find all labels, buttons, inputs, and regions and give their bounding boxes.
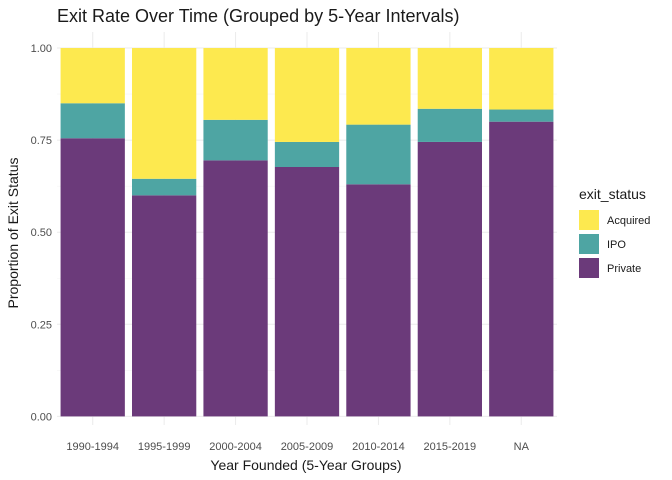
bar-segment-acquired bbox=[132, 48, 197, 179]
bar-segment-private bbox=[274, 166, 340, 417]
bar-segment-private bbox=[417, 141, 482, 417]
y-tick-label: 1.00 bbox=[31, 43, 52, 55]
y-tick-label: 0.00 bbox=[31, 411, 52, 423]
legend-title: exit_status bbox=[579, 186, 646, 202]
y-axis-title: Proportion of Exit Status bbox=[5, 158, 21, 309]
x-tick-label: 1995-1999 bbox=[138, 441, 191, 453]
bar-segment-ipo bbox=[489, 109, 554, 122]
bar-segment-private bbox=[489, 121, 554, 417]
x-tick-label: 2000-2004 bbox=[209, 441, 262, 453]
bar-segment-private bbox=[203, 160, 268, 417]
x-tick-label: 2005-2009 bbox=[281, 441, 334, 453]
legend-label-ipo: IPO bbox=[607, 239, 626, 251]
bar-segment-ipo bbox=[417, 108, 482, 142]
x-tick-label: 2010-2014 bbox=[352, 441, 405, 453]
legend-label-acquired: Acquired bbox=[607, 215, 650, 227]
bar-segment-ipo bbox=[60, 103, 125, 139]
legend-swatch-ipo bbox=[579, 234, 599, 254]
legend: exit_status Acquired IPO Private bbox=[579, 186, 650, 278]
y-tick-label: 0.25 bbox=[31, 319, 52, 331]
bar-segment-ipo bbox=[203, 119, 268, 161]
bar-segment-private bbox=[60, 138, 125, 417]
bar-segment-private bbox=[346, 184, 411, 417]
chart-title: Exit Rate Over Time (Grouped by 5-Year I… bbox=[57, 6, 460, 26]
bar-segment-private bbox=[132, 195, 197, 417]
x-axis-title: Year Founded (5-Year Groups) bbox=[210, 457, 401, 473]
legend-swatch-private bbox=[579, 258, 599, 278]
bar-segment-acquired bbox=[417, 48, 482, 109]
y-tick-label: 0.75 bbox=[31, 135, 52, 147]
bar-segment-ipo bbox=[346, 124, 411, 185]
bar-segment-ipo bbox=[132, 178, 197, 196]
y-tick-label: 0.50 bbox=[31, 227, 52, 239]
bar-segment-ipo bbox=[274, 141, 340, 167]
bar-segment-acquired bbox=[489, 48, 554, 110]
legend-swatch-acquired bbox=[579, 210, 599, 230]
x-tick-label: 1990-1994 bbox=[66, 441, 119, 453]
legend-label-private: Private bbox=[607, 263, 641, 275]
bars bbox=[60, 48, 554, 417]
x-tick-label: 2015-2019 bbox=[424, 441, 477, 453]
bar-segment-acquired bbox=[346, 48, 411, 125]
x-tick-labels: 1990-1994 1995-1999 2000-2004 2005-2009 2010… bbox=[66, 441, 529, 453]
x-tick-label: NA bbox=[514, 441, 530, 453]
y-tick-labels: 0.00 0.25 0.50 0.75 1.00 bbox=[31, 43, 52, 423]
bar-segment-acquired bbox=[203, 48, 268, 120]
bar-segment-acquired bbox=[60, 48, 125, 104]
bar-segment-acquired bbox=[274, 48, 340, 142]
